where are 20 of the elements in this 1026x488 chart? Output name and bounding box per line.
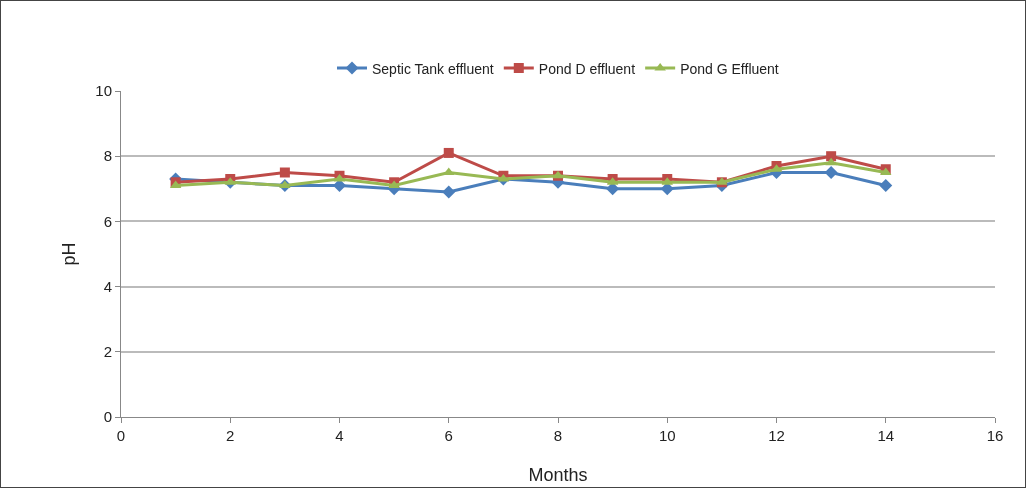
y-tick-label: 0 — [103, 408, 112, 426]
y-tick-label: 4 — [103, 277, 112, 295]
x-axis-title: Months — [528, 465, 588, 485]
x-tick-label: 0 — [116, 427, 126, 444]
x-tick-label: 4 — [335, 427, 344, 444]
legend-label: Septic Tank effluent — [372, 60, 494, 77]
y-tick-label: 8 — [103, 147, 112, 165]
x-tick-label: 14 — [877, 427, 895, 444]
y-axis-title: pH — [59, 242, 79, 266]
x-tick-label: 6 — [444, 427, 453, 444]
x-tick-label: 10 — [658, 427, 676, 444]
x-tick-label: 16 — [986, 427, 1004, 444]
x-tick-label: 8 — [553, 427, 563, 444]
x-tick-label: 12 — [768, 427, 785, 444]
y-tick-label: 10 — [95, 82, 112, 100]
x-tick-label: 2 — [226, 427, 235, 444]
y-tick-label: 6 — [103, 212, 112, 230]
y-tick-label: 2 — [103, 343, 112, 361]
legend-label: Pond G Effluent — [680, 60, 779, 77]
legend-label: Pond D effluent — [538, 60, 636, 77]
